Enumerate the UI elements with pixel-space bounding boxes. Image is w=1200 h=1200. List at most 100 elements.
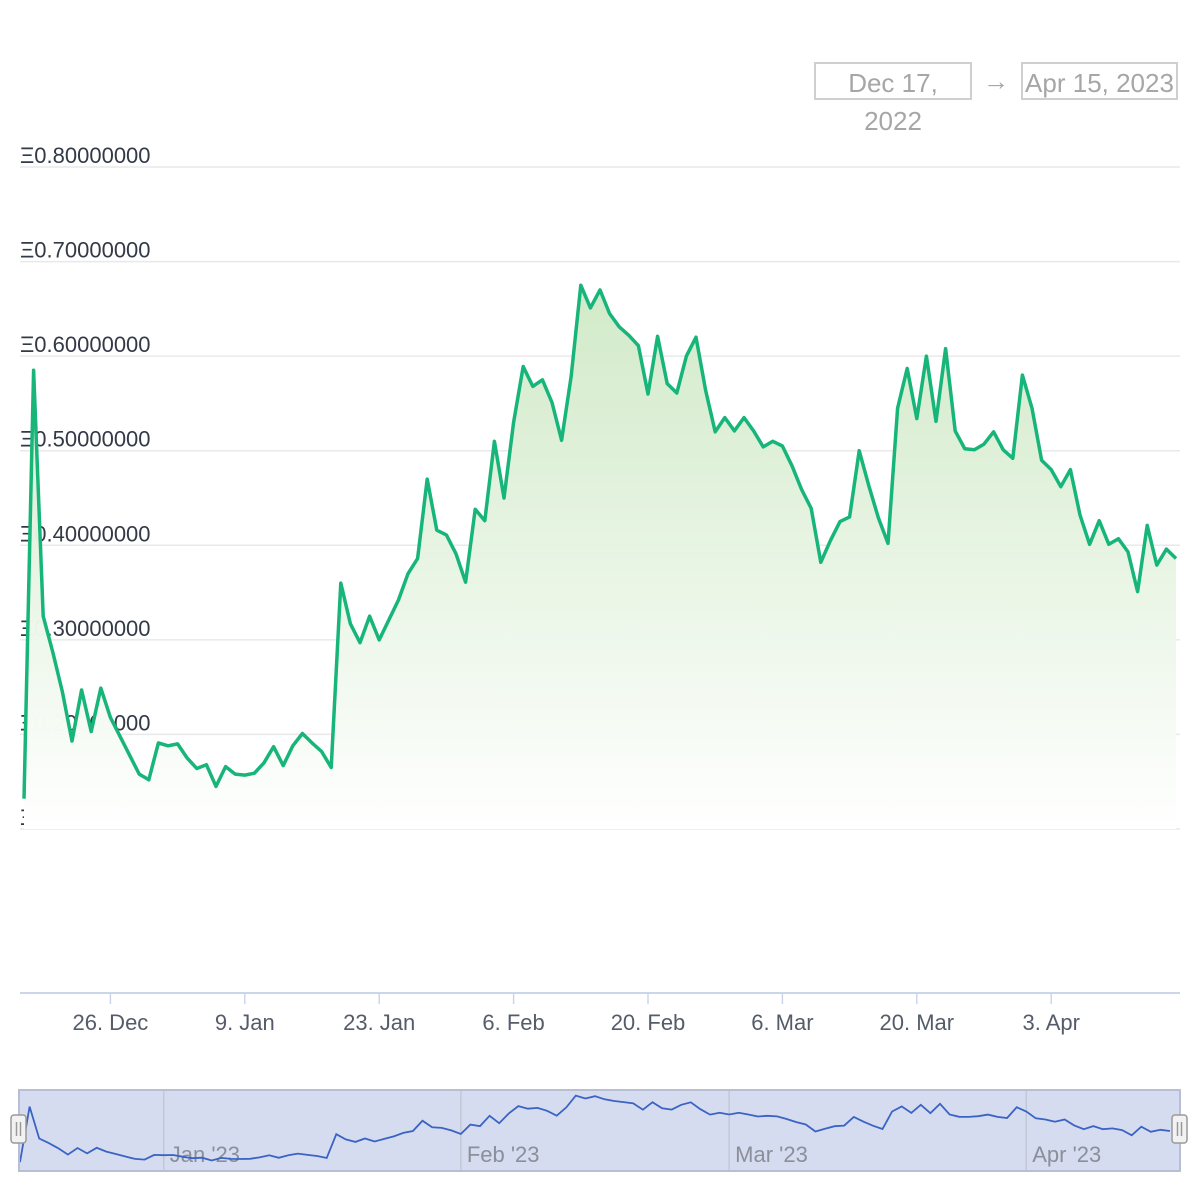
data-point — [1136, 590, 1140, 594]
data-point — [627, 333, 631, 337]
data-point — [531, 384, 535, 388]
data-point — [1126, 550, 1130, 554]
data-point — [790, 464, 794, 468]
navigator: Jan '23 Feb '23 Mar '23 Apr '23 — [163, 1091, 1101, 1170]
x-tick-label: 6. Mar — [751, 1010, 813, 1035]
data-point — [454, 552, 458, 556]
data-point — [1068, 468, 1072, 472]
data-point — [80, 688, 84, 692]
x-tick-label: 20. Mar — [880, 1010, 955, 1035]
data-point — [550, 401, 554, 405]
data-point — [598, 288, 602, 292]
data-point — [416, 557, 420, 561]
data-point — [752, 429, 756, 433]
data-point — [1116, 537, 1120, 541]
data-point — [320, 750, 324, 754]
data-point — [713, 430, 717, 434]
data-point — [886, 541, 890, 545]
range-arrow-icon: → — [983, 66, 1009, 96]
data-point — [636, 344, 640, 348]
x-axis-labels: 26. Dec 9. Jan 23. Jan 6. Feb 20. Feb 6. Mar 2… — [72, 993, 1080, 1035]
data-point — [214, 784, 218, 788]
data-point — [176, 742, 180, 746]
data-point — [396, 598, 400, 602]
data-point — [464, 580, 468, 584]
data-point — [348, 622, 352, 626]
data-point — [809, 506, 813, 510]
data-point — [502, 496, 506, 500]
data-point — [512, 420, 516, 424]
data-point — [185, 756, 189, 760]
data-point — [1011, 456, 1015, 460]
data-point — [780, 444, 784, 448]
data-point — [857, 449, 861, 453]
data-point — [521, 365, 525, 369]
navigator-window[interactable] — [18, 1089, 1181, 1172]
data-point — [224, 765, 228, 769]
data-point — [32, 368, 36, 372]
data-point — [300, 732, 304, 736]
data-point — [569, 374, 573, 378]
data-point — [1145, 523, 1149, 527]
data-point — [89, 730, 93, 734]
data-point — [233, 772, 237, 776]
data-point — [953, 429, 957, 433]
data-point — [147, 778, 151, 782]
range-to-input[interactable]: Apr 15, 2023 — [1021, 62, 1178, 100]
y-tick-label: Ξ0.80000000 — [20, 143, 151, 168]
data-point — [99, 686, 103, 690]
data-point — [972, 448, 976, 452]
data-point — [656, 334, 660, 338]
data-point — [1001, 448, 1005, 452]
data-point — [70, 739, 74, 743]
range-from-input[interactable]: Dec 17, 2022 — [814, 62, 972, 136]
data-point — [771, 439, 775, 443]
data-point — [22, 797, 26, 801]
price-area — [24, 285, 1176, 829]
data-point — [732, 429, 736, 433]
data-point — [992, 430, 996, 434]
navigator-label: Feb '23 — [467, 1142, 540, 1167]
data-point — [704, 388, 708, 392]
data-point — [867, 484, 871, 488]
data-point — [646, 392, 650, 396]
data-point — [483, 519, 487, 523]
data-point — [540, 378, 544, 382]
navigator-handle-left[interactable] — [10, 1114, 27, 1144]
data-point — [339, 581, 343, 585]
data-point — [848, 515, 852, 519]
data-point — [281, 764, 285, 768]
data-point — [617, 325, 621, 329]
data-point — [579, 283, 583, 287]
price-line-series[interactable] — [22, 283, 1178, 799]
range-selector: Dec 17, 2022 → Apr 15, 2023 — [0, 62, 1200, 136]
data-point — [204, 763, 208, 767]
navigator-label: Apr '23 — [1032, 1142, 1101, 1167]
data-point — [560, 438, 564, 442]
data-point — [262, 761, 266, 765]
data-point — [905, 366, 909, 370]
data-point — [358, 641, 362, 645]
x-tick-label: 23. Jan — [343, 1010, 415, 1035]
data-point — [896, 406, 900, 410]
navigator-series — [20, 1094, 1171, 1163]
data-point — [1164, 547, 1168, 551]
data-point — [108, 715, 112, 719]
data-point — [425, 477, 429, 481]
data-point — [982, 442, 986, 446]
data-point — [819, 560, 823, 564]
data-point — [665, 382, 669, 386]
navigator-label: Jan '23 — [170, 1142, 240, 1167]
data-point — [51, 650, 55, 654]
data-point — [368, 614, 372, 618]
data-point — [588, 306, 592, 310]
data-point — [1040, 458, 1044, 462]
y-tick-label: Ξ0.70000000 — [20, 238, 151, 263]
data-point — [252, 771, 256, 775]
x-tick-label: 6. Feb — [482, 1010, 544, 1035]
navigator-handle-right[interactable] — [1171, 1114, 1188, 1144]
data-point — [444, 533, 448, 537]
data-point — [243, 773, 247, 777]
data-point — [694, 335, 698, 339]
data-point — [1020, 373, 1024, 377]
